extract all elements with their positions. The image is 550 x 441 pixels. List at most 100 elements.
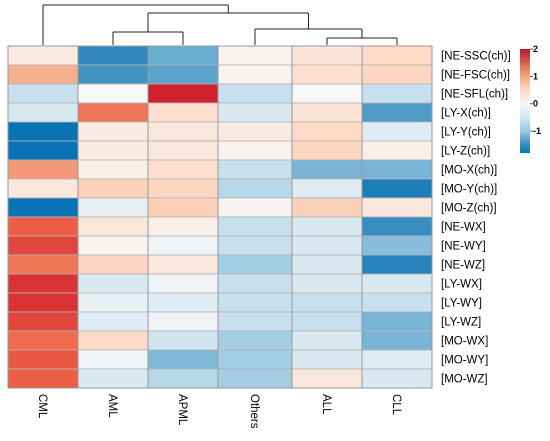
row-label: [NE-SFL(ch)] xyxy=(441,89,508,101)
heatmap-cell xyxy=(291,292,363,313)
heatmap-cell xyxy=(217,273,293,294)
heatmap-cell xyxy=(7,368,79,389)
column-label: APML xyxy=(176,394,188,426)
column-labels: CML AML APML Others ALL CLL xyxy=(36,394,402,429)
heatmap-cell xyxy=(147,330,219,351)
heatmap-cell xyxy=(291,83,363,104)
row-label: [NE-FSC(ch)] xyxy=(441,70,510,82)
heatmap-cell xyxy=(77,311,149,332)
row-label: [MO-WY] xyxy=(441,355,488,367)
heatmap-cell xyxy=(291,159,363,180)
legend-tick-label: 2 xyxy=(533,44,538,54)
heatmap-cell xyxy=(7,254,79,275)
heatmap-cell xyxy=(147,311,219,332)
heatmap-cell xyxy=(147,64,219,85)
heatmap-cell xyxy=(147,292,219,313)
heatmap-cell xyxy=(217,64,293,85)
heatmap-cell xyxy=(291,311,363,332)
heatmap-cell xyxy=(147,83,219,104)
heatmap-cell xyxy=(77,83,149,104)
heatmap-cell xyxy=(361,311,433,332)
heatmap-cell xyxy=(217,349,293,370)
row-label: [MO-Y(ch)] xyxy=(441,184,497,196)
row-label: [MO-WZ] xyxy=(441,374,488,386)
heatmap-cell xyxy=(361,83,433,104)
row-label: [LY-Z(ch)] xyxy=(441,146,490,158)
row-label: [NE-WX] xyxy=(441,222,486,234)
heatmap-cell xyxy=(291,45,363,66)
heatmap-cell xyxy=(361,368,433,389)
color-legend: 2 1 0 -1 xyxy=(520,44,541,153)
column-block-outline xyxy=(361,45,433,389)
heatmap-cell xyxy=(291,140,363,161)
heatmap-cell xyxy=(147,349,219,370)
legend-tick-label: 1 xyxy=(533,71,538,81)
heatmap-cell xyxy=(77,368,149,389)
heatmap-cell xyxy=(7,216,79,237)
row-labels: [NE-SSC(ch)] [NE-FSC(ch)] [NE-SFL(ch)] [LY-… xyxy=(441,51,511,386)
column-label: CLL xyxy=(390,394,402,416)
heatmap-cell xyxy=(291,102,363,123)
heatmap-cell xyxy=(361,197,433,218)
heatmap-cell xyxy=(7,330,79,351)
row-label: [LY-Y(ch)] xyxy=(441,127,491,139)
heatmap-cell xyxy=(361,235,433,256)
heatmap-cell xyxy=(7,273,79,294)
heatmap-cell xyxy=(147,273,219,294)
heatmap-cell xyxy=(147,178,219,199)
heatmap-cell xyxy=(77,235,149,256)
heatmap-cell xyxy=(361,216,433,237)
heatmap-cell xyxy=(7,197,79,218)
heatmap-cell xyxy=(361,64,433,85)
heatmap-cell xyxy=(217,178,293,199)
row-label: [NE-WY] xyxy=(441,241,486,253)
heatmap-cell xyxy=(7,64,79,85)
heatmap-cell xyxy=(217,311,293,332)
heatmap-cell xyxy=(217,45,293,66)
heatmap-cell xyxy=(217,368,293,389)
row-label: [MO-WX] xyxy=(441,336,488,348)
heatmap-cell xyxy=(361,121,433,142)
row-label: [LY-X(ch)] xyxy=(441,108,491,120)
heatmap-cell xyxy=(217,197,293,218)
heatmap-cell xyxy=(217,292,293,313)
heatmap-cell xyxy=(291,121,363,142)
heatmap-cell xyxy=(7,121,79,142)
heatmap-cell xyxy=(77,121,149,142)
heatmap-cell xyxy=(361,140,433,161)
heatmap-cell xyxy=(147,140,219,161)
heatmap-cell xyxy=(217,121,293,142)
row-label: [LY-WY] xyxy=(441,298,482,310)
heatmap-cell xyxy=(77,159,149,180)
heatmap-cell xyxy=(291,254,363,275)
heatmap-cell xyxy=(77,140,149,161)
heatmap-cell xyxy=(361,45,433,66)
heatmap-cell xyxy=(77,178,149,199)
heatmap-cell xyxy=(77,254,149,275)
heatmap-cell xyxy=(291,178,363,199)
heatmap-cell xyxy=(77,216,149,237)
heatmap-cell xyxy=(7,178,79,199)
heatmap-cell xyxy=(7,311,79,332)
heatmap-cell xyxy=(361,330,433,351)
column-dendrogram xyxy=(42,4,398,45)
heatmap-cell xyxy=(291,330,363,351)
heatmap-cell xyxy=(7,140,79,161)
heatmap-cell xyxy=(147,102,219,123)
heatmap-cell xyxy=(77,349,149,370)
row-label: [LY-WX] xyxy=(441,279,482,291)
heatmap-cell xyxy=(147,216,219,237)
heatmap-cell xyxy=(77,330,149,351)
heatmap-cell xyxy=(147,45,219,66)
heatmap-cell xyxy=(291,64,363,85)
heatmap-cell xyxy=(77,197,149,218)
legend-tick-label: 0 xyxy=(533,99,538,109)
heatmap-cell xyxy=(217,83,293,104)
heatmap-cell xyxy=(77,64,149,85)
heatmap-cell xyxy=(217,102,293,123)
row-label: [LY-WZ] xyxy=(441,317,481,329)
heatmap-cell xyxy=(291,349,363,370)
heatmap-cell xyxy=(77,45,149,66)
heatmap-cells xyxy=(7,45,433,389)
